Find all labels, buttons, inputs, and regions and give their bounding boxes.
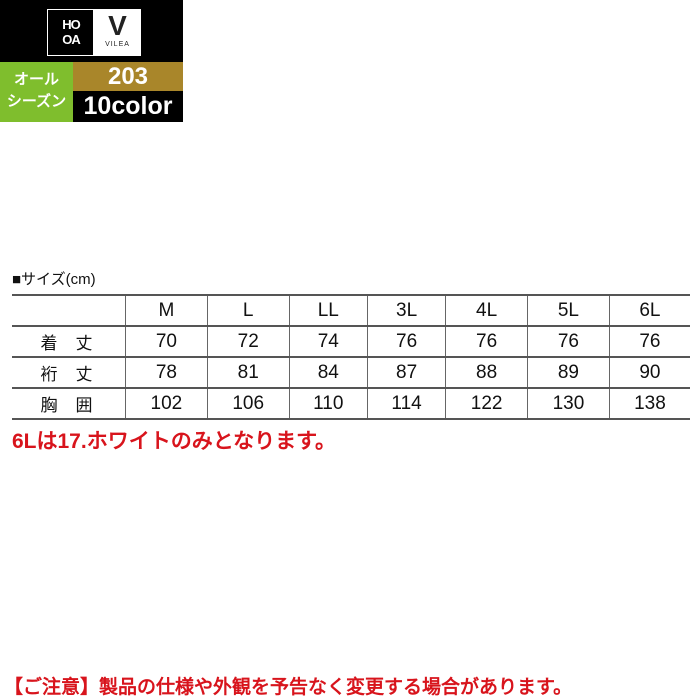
size-note: 6Lは17.ホワイトのみとなります。 bbox=[12, 430, 336, 453]
cell: 102 bbox=[125, 388, 208, 420]
header-cell: LL bbox=[288, 294, 368, 327]
cell: 76 bbox=[445, 326, 528, 358]
caution-notice: 【ご注意】製品の仕様や外観を予告なく変更する場合があります。 bbox=[4, 677, 573, 698]
model-number: 203 bbox=[73, 62, 183, 91]
cell: 90 bbox=[608, 357, 690, 389]
cell: 76 bbox=[527, 326, 610, 358]
header-cell: 4L bbox=[445, 294, 528, 327]
header-cell: 6L bbox=[608, 294, 690, 327]
cell: 76 bbox=[366, 326, 446, 358]
product-badge: HO OA V VILEA オール シーズン 203 10color bbox=[0, 0, 183, 122]
cell: 138 bbox=[608, 388, 690, 420]
cell: 72 bbox=[206, 326, 290, 358]
cell: 87 bbox=[366, 357, 446, 389]
table-header-row: M L LL 3L 4L 5L 6L bbox=[12, 294, 690, 327]
cell: 70 bbox=[125, 326, 208, 358]
cell: 110 bbox=[288, 388, 368, 420]
cell: 81 bbox=[206, 357, 290, 389]
row-label: 胸囲 bbox=[12, 388, 126, 420]
cell: 114 bbox=[366, 388, 446, 420]
cell: 106 bbox=[206, 388, 290, 420]
header-cell: M bbox=[125, 294, 208, 327]
cell: 84 bbox=[288, 357, 368, 389]
season-label: オール シーズン bbox=[0, 62, 73, 122]
size-table: M L LL 3L 4L 5L 6L 着丈 70 72 74 76 76 76 … bbox=[12, 294, 690, 420]
cell: 88 bbox=[445, 357, 528, 389]
table-row: 着丈 70 72 74 76 76 76 76 bbox=[12, 326, 690, 358]
row-label: 着丈 bbox=[12, 326, 126, 358]
cell: 130 bbox=[527, 388, 610, 420]
vilea-logo: V VILEA bbox=[105, 10, 130, 49]
header-cell: 5L bbox=[527, 294, 610, 327]
cell: 78 bbox=[125, 357, 208, 389]
color-count: 10color bbox=[83, 92, 173, 120]
cell: 74 bbox=[288, 326, 368, 358]
header-empty bbox=[12, 294, 126, 327]
cell: 89 bbox=[527, 357, 610, 389]
row-label: 裄丈 bbox=[12, 357, 126, 389]
header-cell: L bbox=[206, 294, 290, 327]
table-row: 胸囲 102 106 110 114 122 130 138 bbox=[12, 388, 690, 420]
hoa-logo: HO OA bbox=[47, 9, 94, 56]
table-row: 裄丈 78 81 84 87 88 89 90 bbox=[12, 357, 690, 389]
cell: 122 bbox=[445, 388, 528, 420]
cell: 76 bbox=[608, 326, 690, 358]
size-caption: ■サイズ(cm) bbox=[12, 271, 96, 288]
header-cell: 3L bbox=[366, 294, 446, 327]
brand-logos: HO OA V VILEA bbox=[47, 9, 141, 56]
